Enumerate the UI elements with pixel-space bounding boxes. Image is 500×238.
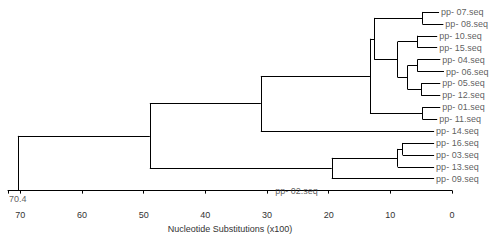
svg-text:pp- 12.seq: pp- 12.seq [442,90,485,100]
svg-text:Nucleotide Substitutions (x100: Nucleotide Substitutions (x100) [168,224,293,234]
svg-text:30: 30 [262,210,272,220]
svg-text:pp- 11.seq: pp- 11.seq [439,114,481,124]
svg-text:pp- 08.seq: pp- 08.seq [445,19,488,29]
svg-text:40: 40 [200,210,210,220]
svg-text:pp- 02.seq: pp- 02.seq [275,186,318,196]
svg-text:pp- 13.seq: pp- 13.seq [436,162,479,172]
svg-text:pp- 05.seq: pp- 05.seq [442,78,485,88]
svg-text:pp- 14.seq: pp- 14.seq [436,126,479,136]
svg-text:20: 20 [324,210,334,220]
svg-text:pp- 06.seq: pp- 06.seq [446,67,489,77]
svg-text:pp- 16.seq: pp- 16.seq [436,138,479,148]
svg-text:10: 10 [385,210,395,220]
svg-text:pp- 10.seq: pp- 10.seq [439,31,482,41]
svg-text:70: 70 [15,210,25,220]
svg-text:pp- 03.seq: pp- 03.seq [436,150,479,160]
svg-text:60: 60 [77,210,87,220]
svg-text:70.4: 70.4 [9,194,27,204]
svg-text:pp- 04.seq: pp- 04.seq [442,55,485,65]
svg-text:pp- 07.seq: pp- 07.seq [441,7,484,17]
svg-text:pp- 01.seq: pp- 01.seq [442,102,485,112]
svg-text:pp- 15.seq: pp- 15.seq [439,43,482,53]
svg-text:50: 50 [139,210,149,220]
svg-text:0: 0 [449,210,454,220]
svg-text:pp- 09.seq: pp- 09.seq [436,174,479,184]
